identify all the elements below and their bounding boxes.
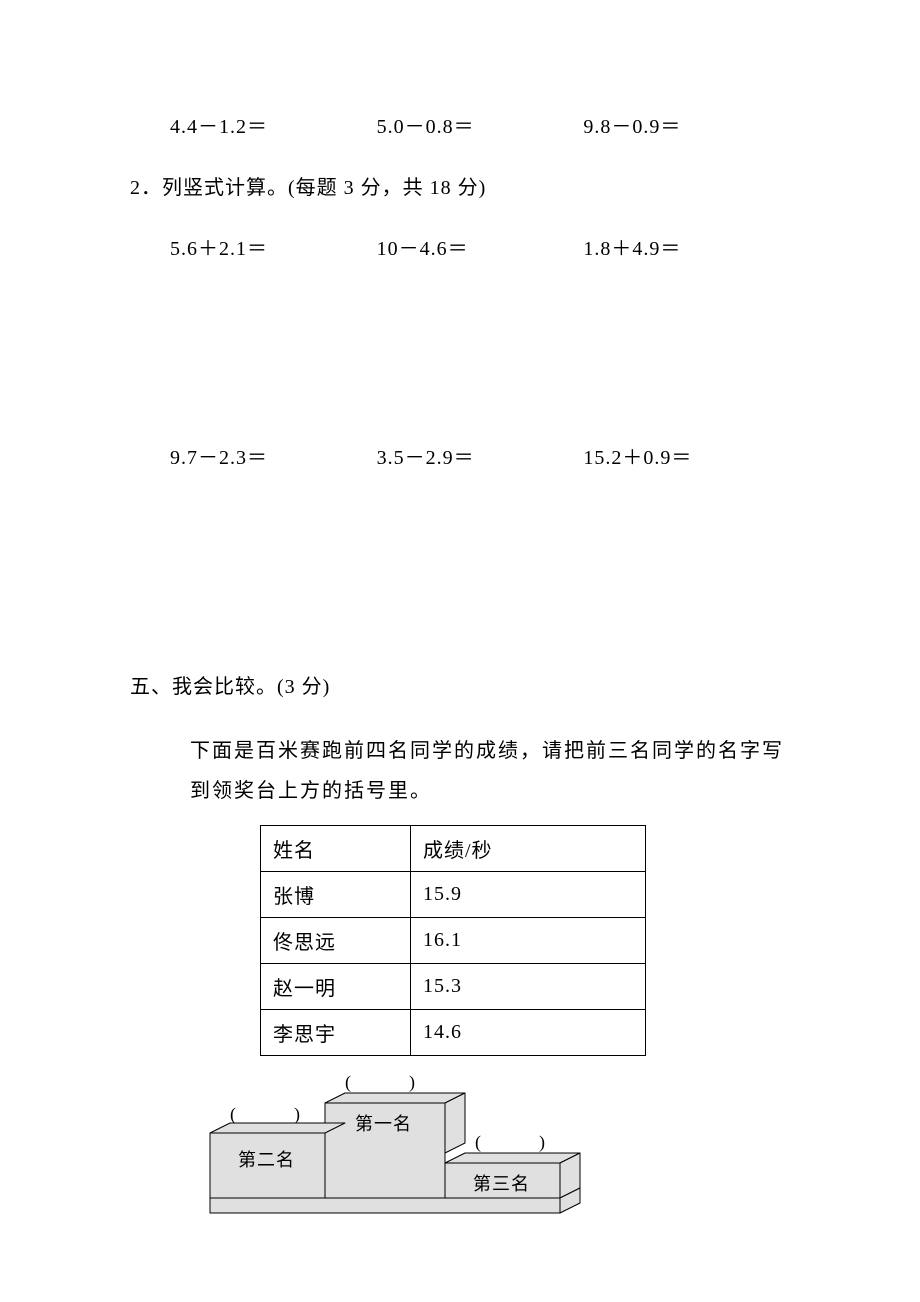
equation: 9.8－0.9＝: [583, 110, 790, 139]
label-first: 第一名: [355, 1110, 412, 1136]
table-header-score: 成绩/秒: [411, 826, 646, 872]
table-row: 张博 15.9: [261, 872, 646, 918]
table-row: 李思宇 14.6: [261, 1010, 646, 1056]
section-5-header: 五、我会比较。(3 分): [130, 670, 790, 699]
equation: 5.0－0.8＝: [377, 110, 584, 139]
table-header-name: 姓名: [261, 826, 411, 872]
table-cell: 张博: [261, 872, 411, 918]
table-row: 赵一明 15.3: [261, 964, 646, 1010]
equation: 3.5－2.9＝: [377, 441, 584, 470]
equation: 15.2＋0.9＝: [583, 441, 790, 470]
equation: 4.4－1.2＝: [170, 110, 377, 139]
table-cell: 赵一明: [261, 964, 411, 1010]
label-second: 第二名: [238, 1146, 295, 1172]
table-cell: 李思宇: [261, 1010, 411, 1056]
table-cell: 佟思远: [261, 918, 411, 964]
equation-row-3: 9.7－2.3＝ 3.5－2.9＝ 15.2＋0.9＝: [130, 441, 790, 470]
equation: 5.6＋2.1＝: [170, 232, 377, 261]
section-5-description: 下面是百米赛跑前四名同学的成绩，请把前三名同学的名字写到领奖台上方的括号里。: [130, 731, 790, 811]
table-cell: 16.1: [411, 918, 646, 964]
table-cell: 15.9: [411, 872, 646, 918]
podium-diagram: ( ) ( ) ( ): [190, 1068, 590, 1238]
question-2-header: 2．列竖式计算。(每题 3 分，共 18 分): [130, 171, 790, 200]
label-third: 第三名: [473, 1170, 530, 1196]
table-row: 佟思远 16.1: [261, 918, 646, 964]
results-table: 姓名 成绩/秒 张博 15.9 佟思远 16.1 赵一明 15.3 李思宇 14…: [260, 825, 646, 1056]
equation-row-1: 4.4－1.2＝ 5.0－0.8＝ 9.8－0.9＝: [130, 110, 790, 139]
equation-row-2: 5.6＋2.1＝ 10－4.6＝ 1.8＋4.9＝: [130, 232, 790, 261]
equation: 10－4.6＝: [377, 232, 584, 261]
table-cell: 14.6: [411, 1010, 646, 1056]
table-cell: 15.3: [411, 964, 646, 1010]
equation: 9.7－2.3＝: [170, 441, 377, 470]
table-row: 姓名 成绩/秒: [261, 826, 646, 872]
equation: 1.8＋4.9＝: [583, 232, 790, 261]
